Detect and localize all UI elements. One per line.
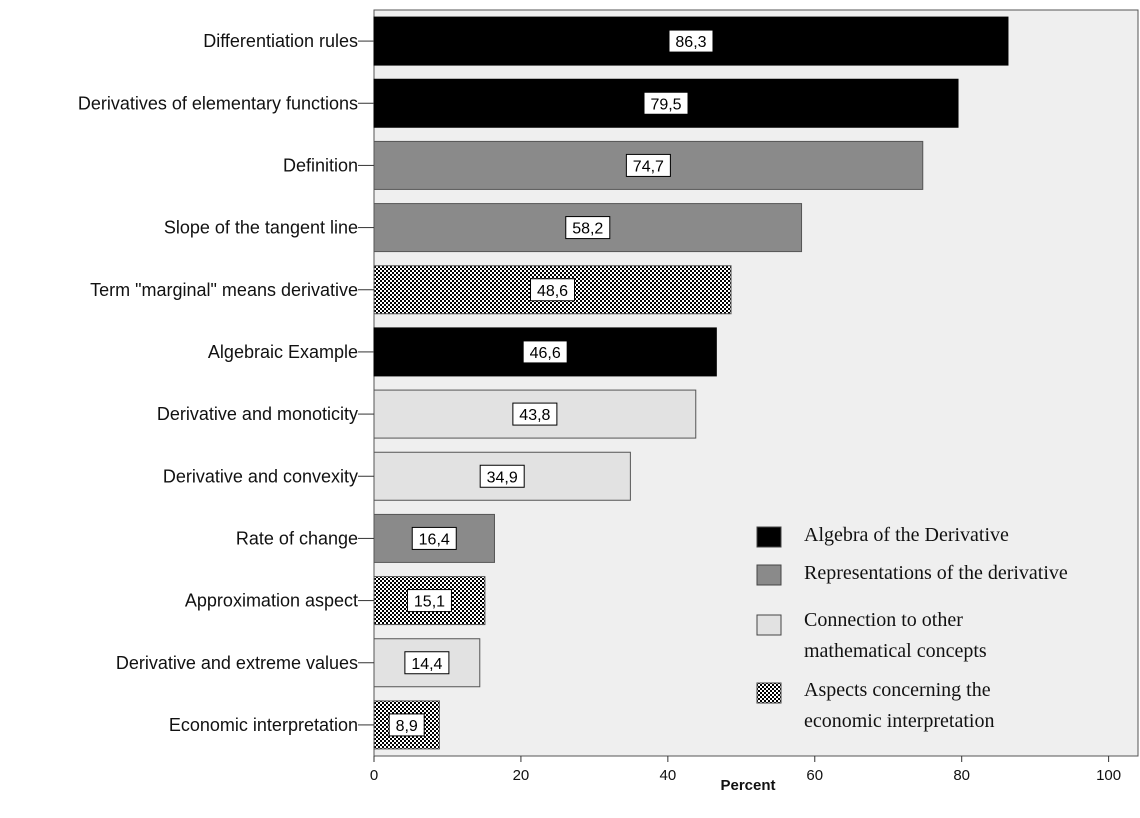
category-label: Derivative and extreme values bbox=[116, 653, 358, 673]
x-axis-title: Percent bbox=[720, 777, 775, 794]
data-label: 43,8 bbox=[519, 407, 550, 424]
data-label-box bbox=[643, 91, 689, 115]
x-tick-label: 40 bbox=[660, 767, 677, 784]
data-label: 48,6 bbox=[537, 283, 568, 300]
data-label: 58,2 bbox=[572, 221, 603, 238]
data-label-box bbox=[530, 278, 576, 302]
data-label-box bbox=[565, 216, 611, 240]
data-label-box bbox=[512, 402, 558, 426]
data-label-box bbox=[625, 153, 671, 177]
data-label: 34,9 bbox=[487, 469, 518, 486]
legend-swatch-economic bbox=[756, 682, 782, 704]
legend-label: mathematical concepts bbox=[804, 640, 987, 662]
x-tick-label: 80 bbox=[953, 767, 970, 784]
data-label-box bbox=[406, 589, 452, 613]
bars-layer: 86,3 79,5 74,7 58,2 48,6 46,6 43,8 34,9 16,4 15,1… bbox=[373, 16, 1009, 750]
data-label: 46,6 bbox=[530, 345, 561, 362]
x-tick-label: 60 bbox=[806, 767, 823, 784]
category-label: Derivative and convexity bbox=[163, 466, 358, 486]
plot-area bbox=[373, 9, 1139, 757]
category-label: Derivatives of elementary functions bbox=[78, 93, 358, 113]
legend-swatch-algebra bbox=[756, 526, 782, 548]
legend: Algebra of the Derivative Representations… bbox=[756, 524, 1068, 732]
data-label: 86,3 bbox=[675, 34, 706, 51]
legend-label: Connection to other bbox=[804, 609, 963, 631]
legend-swatch-representations bbox=[756, 564, 782, 586]
data-label: 16,4 bbox=[419, 531, 450, 548]
category-label: Rate of change bbox=[236, 528, 358, 548]
legend-label: Aspects concerning the bbox=[804, 679, 991, 701]
x-tick-label: 0 bbox=[370, 767, 378, 784]
category-label: Economic interpretation bbox=[169, 715, 358, 735]
data-label-box bbox=[388, 713, 425, 737]
category-label: Approximation aspect bbox=[185, 591, 358, 611]
x-tick-label: 20 bbox=[513, 767, 530, 784]
data-label-box bbox=[479, 464, 525, 488]
category-label: Differentiation rules bbox=[203, 31, 358, 51]
legend-label: Algebra of the Derivative bbox=[804, 524, 1009, 546]
data-label-box bbox=[522, 340, 568, 364]
data-label-box bbox=[411, 526, 457, 550]
category-label: Term "marginal" means derivative bbox=[90, 280, 358, 300]
axis-layer: Differentiation rules Derivatives of elem… bbox=[78, 31, 1121, 784]
category-label: Slope of the tangent line bbox=[164, 218, 358, 238]
data-label-box bbox=[668, 29, 714, 53]
data-label: 14,4 bbox=[411, 656, 442, 673]
data-label-box bbox=[404, 651, 450, 675]
data-label: 15,1 bbox=[414, 594, 445, 611]
legend-swatch-connection bbox=[756, 614, 782, 636]
data-label: 74,7 bbox=[633, 158, 664, 175]
category-label: Algebraic Example bbox=[208, 342, 358, 362]
category-label: Definition bbox=[283, 155, 358, 175]
data-label: 79,5 bbox=[650, 96, 681, 113]
legend-label: Representations of the derivative bbox=[804, 562, 1068, 584]
category-label: Derivative and monoticity bbox=[157, 404, 358, 424]
data-label: 8,9 bbox=[396, 718, 418, 735]
x-tick-label: 100 bbox=[1096, 767, 1121, 784]
legend-label: economic interpretation bbox=[804, 710, 994, 732]
